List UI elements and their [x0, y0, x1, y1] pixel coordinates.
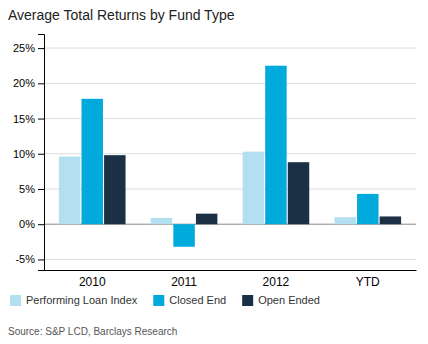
grid-line: [44, 48, 416, 49]
y-tick-mark: [38, 48, 44, 49]
y-tick-label: 20%: [13, 77, 35, 89]
x-axis: 2010 2011 2012 YTD: [45, 271, 417, 289]
legend: Performing Loan Index Closed End Open Ende…: [10, 294, 320, 306]
source: Source: S&P LCD, Barclays Research: [8, 326, 177, 337]
y-tick-mark: [38, 259, 44, 260]
grid-line: [44, 259, 416, 260]
x-tick: 2011: [171, 275, 197, 289]
y-tick-label: 15%: [13, 113, 35, 125]
y-tick-label: 5%: [19, 183, 35, 195]
y-tick-label: -5%: [15, 253, 35, 265]
y-tick: 20%: [13, 77, 44, 89]
legend-label: Open Ended: [258, 294, 320, 306]
bar: [173, 224, 194, 247]
y-tick-mark: [38, 154, 44, 155]
y-tick: 10%: [13, 148, 44, 160]
y-tick: 0%: [19, 218, 44, 230]
x-axis-line: [45, 270, 417, 271]
bar: [288, 162, 309, 224]
legend-item: Open Ended: [242, 294, 320, 306]
y-tick-mark: [38, 224, 44, 225]
legend-swatch: [10, 295, 21, 306]
x-tick-label: YTD: [356, 275, 380, 289]
legend-item: Performing Loan Index: [10, 294, 138, 306]
title: Average Total Returns by Fund Type: [8, 7, 235, 23]
bar: [104, 155, 125, 224]
legend-item: Closed End: [153, 294, 226, 306]
y-tick-mark: [38, 83, 44, 84]
chart: Average Total Returns by Fund Type -5% 0% 5…: [0, 0, 428, 344]
y-tick-label: 0%: [19, 218, 35, 230]
y-tick: 15%: [13, 113, 44, 125]
bar: [265, 66, 286, 225]
bar: [151, 218, 172, 224]
bar: [243, 152, 264, 225]
legend-swatch: [242, 295, 253, 306]
bar: [196, 214, 217, 225]
x-tick: 2012: [263, 275, 290, 289]
y-tick-label: 25%: [13, 42, 35, 54]
y-tick: -5%: [15, 253, 44, 265]
y-tick-label: 10%: [13, 148, 35, 160]
bar: [357, 194, 378, 224]
bar: [334, 217, 355, 224]
y-axis: -5% 0% 5% 10% 15% 20% 25%: [13, 35, 45, 271]
grid: [44, 48, 416, 259]
grid-line: [44, 83, 416, 84]
y-tick-mark: [38, 189, 44, 190]
bars: [59, 66, 401, 247]
bar: [59, 157, 80, 225]
legend-swatch: [153, 295, 164, 306]
y-tick: 25%: [13, 42, 44, 54]
x-tick: YTD: [356, 275, 380, 289]
y-tick-mark: [38, 119, 44, 120]
legend-label: Performing Loan Index: [26, 294, 138, 306]
x-tick-label: 2011: [171, 275, 197, 289]
x-tick-label: 2012: [263, 275, 290, 289]
y-axis-line: [38, 35, 45, 271]
x-tick-label: 2010: [79, 275, 106, 289]
y-tick: 5%: [19, 183, 44, 195]
bar: [380, 216, 401, 224]
x-tick: 2010: [79, 275, 106, 289]
bar: [81, 99, 102, 224]
legend-label: Closed End: [169, 294, 226, 306]
